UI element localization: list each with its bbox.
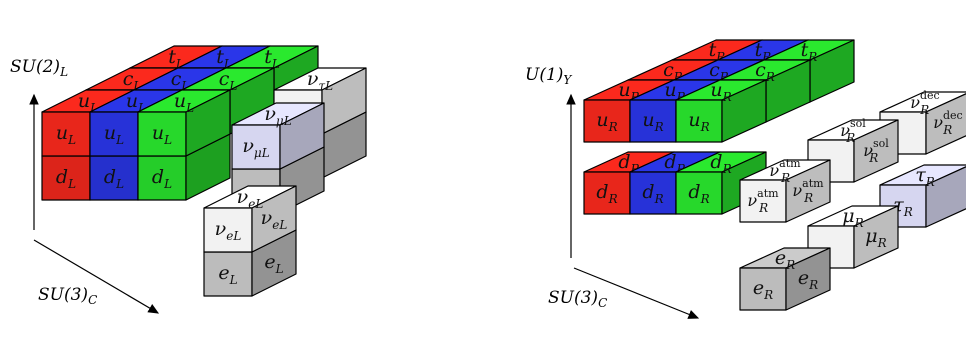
particle-label: uL (56, 122, 76, 147)
particle-label: eL (218, 262, 237, 287)
particle-label: tL (216, 46, 232, 71)
particle-label: dL (152, 166, 172, 191)
cube-side (251, 185, 297, 253)
cube-side (785, 159, 831, 223)
particle-label: νdec R (933, 109, 962, 137)
particle-label: tL (168, 46, 184, 71)
particle-label: tR (801, 39, 818, 64)
particle-label: cL (171, 68, 190, 93)
particle-label: uR (710, 79, 731, 104)
particle-label: uR (642, 109, 663, 134)
particle-label: cL (123, 68, 142, 93)
particle-label: τR (893, 194, 913, 219)
particle-label: νμL (242, 135, 269, 160)
particle-label: uR (618, 79, 639, 104)
particle-label: eR (798, 267, 818, 292)
particle-label: dR (710, 151, 731, 176)
particle-label: νatm R (792, 177, 824, 205)
particle-label: eR (775, 247, 795, 272)
particle-label: dL (104, 166, 124, 191)
particle-label: νdec R (910, 89, 939, 117)
particle-label: νatm R (747, 187, 779, 215)
left-vertical-axis-label: SU(2)L (10, 57, 68, 79)
particle-label: νsol R (863, 137, 889, 165)
particle-label: νatm R (769, 157, 801, 185)
particle-label: uL (174, 90, 194, 115)
particle-label: μR (865, 225, 886, 250)
particle-label: uL (78, 90, 98, 115)
particle-label: dR (618, 151, 639, 176)
particle-label: eL (264, 251, 283, 276)
particle-label: cR (663, 59, 683, 84)
particle-label: tR (755, 39, 772, 64)
lepton-cube-nu-mu: νμL νμL (231, 102, 325, 170)
particle-label: νsol R (840, 117, 866, 145)
cube-side (853, 205, 899, 269)
particle-label: dL (56, 166, 76, 191)
particle-label: dR (688, 181, 709, 206)
particle-label: tL (264, 46, 280, 71)
particle-label: cR (755, 59, 775, 84)
right-axes: U(1)Y SU(3)C (525, 65, 700, 319)
particle-label: νeL (237, 186, 264, 211)
particle-label: tR (709, 39, 726, 64)
particle-label: uR (664, 79, 685, 104)
particle-label: uL (104, 122, 124, 147)
cube-side (853, 119, 899, 183)
particle-label: cR (709, 59, 729, 84)
particle-label: eR (753, 277, 773, 302)
particle-label: uR (688, 109, 709, 134)
particle-label: dR (596, 181, 617, 206)
right-horizontal-axis-label: SU(3)C (548, 288, 607, 310)
particle-label: μR (842, 205, 863, 230)
particle-label: uL (152, 122, 172, 147)
left-axes: SU(2)L SU(3)C (10, 57, 160, 314)
left-horizontal-axis-label: SU(3)C (38, 285, 97, 307)
particle-label: dR (642, 181, 663, 206)
cube-side (721, 79, 767, 143)
particle-label: uR (596, 109, 617, 134)
particle-label: τR (915, 164, 935, 189)
cube-side (185, 89, 231, 157)
cube-side (925, 166, 966, 228)
particle-label: νμL (264, 103, 291, 128)
right-handed-diagram: tRtRtRtRcRcRcRcRuRuRuRuRuRuRdRdRdRdRdRdR… (583, 39, 966, 311)
particle-label: cL (219, 68, 238, 93)
particle-label: uL (126, 90, 146, 115)
cube-side (279, 102, 325, 170)
particle-label: ντL (307, 68, 333, 93)
particle-label: νeL (261, 207, 288, 232)
particle-label: νeL (215, 218, 242, 243)
left-handed-diagram: tLtLtLtLcLcLcLcLdLuLuLdLuLuLdLuLuLτLντLν… (41, 45, 367, 297)
cube-side (925, 93, 966, 155)
right-vertical-axis-label: U(1)Y (525, 65, 572, 87)
particle-label: dR (664, 151, 685, 176)
cube-side (785, 247, 831, 311)
